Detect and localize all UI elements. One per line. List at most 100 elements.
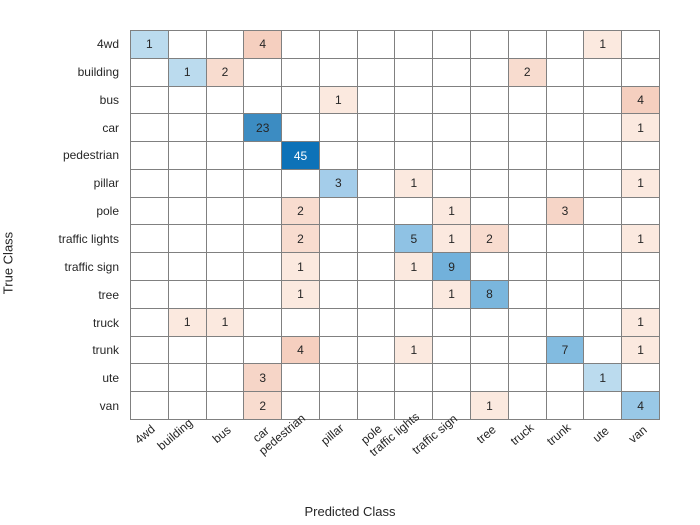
matrix-cell: [319, 114, 357, 142]
matrix-cell: [395, 197, 433, 225]
matrix-cell: 45: [282, 142, 320, 170]
matrix-cell: [168, 364, 206, 392]
matrix-cell: [546, 86, 584, 114]
matrix-cell: [546, 308, 584, 336]
matrix-cell: [395, 58, 433, 86]
matrix-cell: 1: [395, 169, 433, 197]
matrix-cell: [471, 86, 509, 114]
matrix-cell: [168, 225, 206, 253]
matrix-cell: 1: [168, 58, 206, 86]
matrix-cell: [471, 114, 509, 142]
matrix-cell: [584, 169, 622, 197]
y-tick-label: pole: [96, 204, 119, 218]
matrix-cell: 4: [244, 31, 282, 59]
matrix-cell: [357, 336, 395, 364]
matrix-cell: [131, 392, 169, 420]
matrix-cell: [508, 225, 546, 253]
matrix-cell: [131, 114, 169, 142]
matrix-cell: 1: [131, 31, 169, 59]
matrix-cell: [471, 31, 509, 59]
matrix-cell: [546, 253, 584, 281]
matrix-cell: [319, 253, 357, 281]
matrix-cell: [168, 142, 206, 170]
y-tick-label: bus: [100, 93, 119, 107]
matrix-cell: [206, 336, 244, 364]
y-tick-label: tree: [98, 288, 119, 302]
matrix-cell: [471, 308, 509, 336]
matrix-cell: [319, 364, 357, 392]
matrix-cell: [508, 392, 546, 420]
y-tick-label: trunk: [92, 343, 119, 357]
matrix-cell: [471, 197, 509, 225]
matrix-cell: 3: [546, 197, 584, 225]
matrix-cell: 1: [622, 336, 660, 364]
x-tick-label: bus: [209, 423, 233, 446]
matrix-cell: [168, 86, 206, 114]
matrix-cell: 1: [282, 281, 320, 309]
matrix-cell: [395, 142, 433, 170]
matrix-cell: 1: [433, 225, 471, 253]
y-tick-label: 4wd: [97, 37, 119, 51]
matrix-cell: [357, 253, 395, 281]
matrix-cell: [206, 86, 244, 114]
matrix-cell: [131, 253, 169, 281]
y-tick-label: ute: [102, 371, 119, 385]
matrix-cell: [244, 308, 282, 336]
matrix-cell: [131, 336, 169, 364]
matrix-cell: [508, 197, 546, 225]
matrix-cell: [546, 58, 584, 86]
matrix-table: 1411221423145311213251211191181114171312…: [130, 30, 660, 420]
matrix-cell: [244, 86, 282, 114]
matrix-cell: [508, 281, 546, 309]
matrix-cell: [471, 169, 509, 197]
matrix-cell: [546, 169, 584, 197]
x-tick-label: truck: [507, 421, 536, 448]
matrix-cell: [433, 86, 471, 114]
y-tick-label: traffic sign: [65, 260, 119, 274]
matrix-cell: [206, 281, 244, 309]
matrix-cell: [471, 58, 509, 86]
matrix-cell: 1: [168, 308, 206, 336]
matrix-cell: [282, 86, 320, 114]
matrix-cell: [131, 308, 169, 336]
matrix-cell: [244, 253, 282, 281]
matrix-cell: [584, 225, 622, 253]
matrix-cell: 8: [471, 281, 509, 309]
matrix-cell: [168, 31, 206, 59]
x-tick-label: tree: [473, 422, 498, 446]
matrix-cell: 1: [395, 336, 433, 364]
matrix-cell: 1: [319, 86, 357, 114]
matrix-cell: [282, 114, 320, 142]
matrix-cell: [546, 392, 584, 420]
matrix-cell: [395, 281, 433, 309]
matrix-cell: [206, 253, 244, 281]
x-tick-label: pillar: [318, 421, 346, 448]
matrix-cell: [471, 253, 509, 281]
matrix-cell: 1: [622, 225, 660, 253]
matrix-cell: [206, 392, 244, 420]
matrix-cell: [357, 169, 395, 197]
matrix-cell: [319, 225, 357, 253]
matrix-cell: [319, 336, 357, 364]
y-tick-label: traffic lights: [59, 232, 119, 246]
matrix-cell: 1: [622, 114, 660, 142]
matrix-grid: 1411221423145311213251211191181114171312…: [130, 30, 660, 420]
matrix-cell: [584, 58, 622, 86]
matrix-cell: [282, 308, 320, 336]
matrix-cell: [584, 114, 622, 142]
matrix-cell: [244, 225, 282, 253]
matrix-cell: [508, 308, 546, 336]
matrix-cell: [244, 142, 282, 170]
confusion-matrix-chart: True Class 4wdbuildingbuscarpedestrianpi…: [0, 0, 700, 525]
matrix-cell: [168, 336, 206, 364]
matrix-cell: [206, 197, 244, 225]
matrix-cell: [433, 142, 471, 170]
matrix-cell: [357, 142, 395, 170]
matrix-cell: [546, 281, 584, 309]
x-tick-label: trunk: [544, 420, 573, 448]
matrix-cell: 1: [622, 308, 660, 336]
matrix-cell: [319, 392, 357, 420]
matrix-cell: 1: [433, 281, 471, 309]
matrix-cell: [357, 308, 395, 336]
matrix-cell: [319, 142, 357, 170]
